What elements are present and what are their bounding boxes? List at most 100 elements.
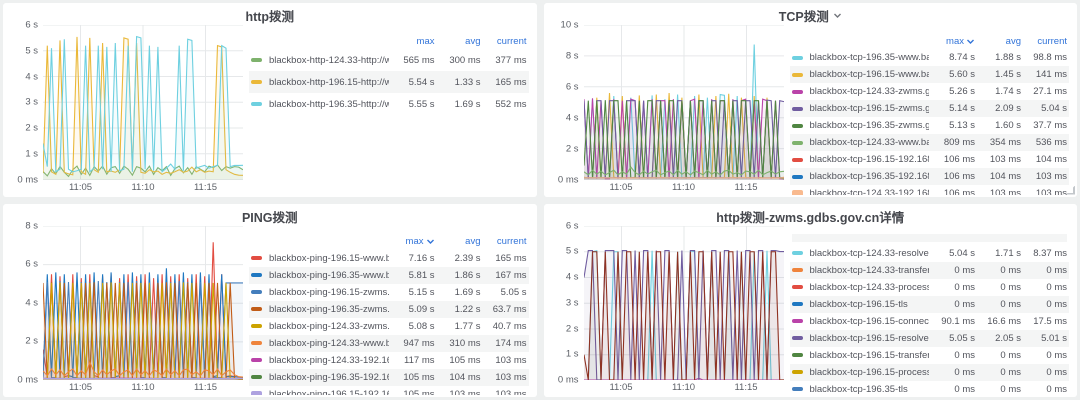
legend-column-header-avg[interactable]: avg — [975, 36, 1021, 47]
legend-row: blackbox-ping-124.33-zwms.gdbs.gov.cn 5.0… — [249, 318, 529, 335]
series-color-swatch[interactable] — [791, 336, 803, 340]
series-color-swatch[interactable] — [251, 358, 262, 362]
series-label[interactable]: blackbox-tcp-196.35-192.168.254.199:80 — [809, 171, 930, 182]
legend-row: blackbox-tcp-124.33-192.168.254.199:80 10… — [790, 185, 1070, 195]
series-label[interactable]: blackbox-ping-124.33-zwms.gdbs.gov.cn — [269, 320, 389, 332]
series-label[interactable]: blackbox-tcp-196.15-zwms.gdbs.gov.cn:443 — [809, 103, 930, 114]
legend-column-header-current[interactable]: current — [1021, 36, 1067, 47]
series-color-swatch[interactable] — [791, 55, 803, 60]
series-color-swatch[interactable] — [251, 58, 262, 62]
legend-column-header-max[interactable]: max — [389, 36, 435, 47]
series-color-swatch[interactable] — [791, 123, 803, 128]
plot-canvas[interactable] — [583, 25, 784, 180]
series-color-swatch[interactable] — [251, 273, 262, 277]
legend-column-header-avg[interactable]: avg — [435, 236, 480, 247]
series-color-swatch[interactable] — [791, 319, 803, 323]
series-label[interactable]: blackbox-ping-124.33-192.168.254.199 — [269, 354, 389, 366]
series-color-swatch[interactable] — [791, 302, 803, 306]
series-current-value: 103 ms — [1035, 171, 1067, 182]
series-max-value: 5.26 s — [949, 86, 975, 97]
series-label[interactable]: blackbox-tcp-196.15-www.baidu.com:80 — [809, 69, 930, 80]
plot-canvas[interactable] — [43, 226, 243, 381]
y-axis-tick-label: 0 ms — [557, 374, 579, 386]
series-color-swatch[interactable] — [791, 174, 803, 179]
plot-canvas[interactable] — [43, 25, 243, 180]
series-max-value: 5.05 s — [949, 332, 975, 344]
series-current-value: 103 ms — [495, 371, 527, 383]
series-label[interactable]: blackbox-tcp-124.33-resolve — [809, 247, 929, 259]
legend-row: blackbox-ping-196.35-www.baidu.com 5.81 s… — [249, 266, 529, 284]
panel-title[interactable]: http拨测-zwms.gdbs.gov.cn详情 — [716, 210, 905, 225]
series-color-swatch[interactable] — [251, 307, 262, 311]
series-color-swatch[interactable] — [791, 140, 803, 145]
legend-column-header-avg[interactable]: avg — [435, 36, 480, 47]
series-color-swatch[interactable] — [791, 353, 803, 357]
plot-area — [583, 25, 784, 180]
series-color-swatch[interactable] — [251, 390, 262, 395]
series-color-swatch[interactable] — [251, 290, 262, 294]
series-label[interactable]: blackbox-tcp-124.33-www.baidu.com:80 — [809, 137, 930, 148]
series-avg-value: 1.22 s — [454, 303, 481, 315]
series-label[interactable]: blackbox-ping-196.15-zwms.gdbs.gov.cn — [269, 286, 389, 298]
series-avg-value: 1.88 s — [995, 52, 1021, 63]
series-color-swatch[interactable] — [251, 341, 262, 345]
series-max-value: 0 ms — [954, 264, 975, 276]
y-axis-tick-label: 6 s — [25, 258, 38, 270]
series-color-swatch[interactable] — [791, 285, 803, 289]
series-current-value: 0 ms — [1046, 366, 1067, 378]
x-axis-tick-label: 11:15 — [734, 382, 758, 393]
series-color-swatch[interactable] — [791, 89, 803, 94]
panel-title[interactable]: PING拨测 — [241, 210, 298, 225]
series-label[interactable]: blackbox-tcp-196.15-tls — [809, 298, 908, 310]
series-color-swatch[interactable] — [791, 106, 803, 111]
legend-column-header-current[interactable]: current — [481, 36, 527, 47]
plot-area — [583, 226, 784, 381]
series-label[interactable]: blackbox-http-124.33-http://www.baidu.co… — [269, 54, 389, 66]
series-color-swatch[interactable] — [791, 72, 803, 77]
plot-canvas[interactable] — [583, 226, 784, 381]
series-label[interactable]: blackbox-ping-196.35-192.168.254.199 — [269, 371, 389, 383]
panel-title[interactable]: TCP拨测 — [778, 10, 829, 24]
panel-title[interactable]: http拨测 — [245, 10, 295, 24]
series-label[interactable]: blackbox-ping-196.35-www.baidu.com — [269, 269, 389, 281]
series-color-swatch[interactable] — [251, 324, 262, 328]
series-max-value: 0 ms — [954, 298, 975, 310]
series-label[interactable]: blackbox-ping-124.33-www.baidu.com — [269, 337, 389, 349]
legend-row: blackbox-ping-196.35-zwms.gdbs.gov.cn 5.0… — [249, 300, 529, 318]
series-color-swatch[interactable] — [251, 375, 262, 379]
series-label[interactable]: blackbox-tcp-124.33-transfer — [809, 264, 930, 276]
series-color-swatch[interactable] — [791, 190, 803, 195]
legend-header: max avg current — [790, 33, 1070, 49]
series-label[interactable]: blackbox-ping-196.15-www.baidu.com — [269, 252, 389, 264]
series-color-swatch[interactable] — [791, 251, 803, 255]
legend-column-label: current — [496, 35, 527, 47]
series-label[interactable]: blackbox-tcp-196.15-resolve — [809, 332, 929, 344]
series-label[interactable]: blackbox-tcp-196.15-192.168.254.199:80 — [809, 154, 930, 165]
series-color-swatch[interactable] — [791, 370, 803, 374]
series-label[interactable]: blackbox-tcp-196.15-transfer — [809, 349, 930, 361]
series-label[interactable]: blackbox-tcp-196.35-tls — [809, 383, 908, 395]
series-color-swatch[interactable] — [791, 268, 803, 272]
legend-column-header-max[interactable]: max — [929, 36, 975, 47]
series-label[interactable]: blackbox-http-196.15-http://www.baidu.co… — [269, 76, 389, 88]
legend-column-header-current[interactable]: current — [481, 236, 527, 247]
series-color-swatch[interactable] — [251, 102, 262, 106]
series-color-swatch[interactable] — [251, 256, 262, 260]
series-color-swatch[interactable] — [791, 157, 803, 162]
series-label[interactable]: blackbox-ping-196.15-192.168.254.199 — [269, 388, 389, 396]
series-label[interactable]: blackbox-tcp-196.15-processing — [809, 366, 930, 378]
series-label[interactable]: blackbox-ping-196.35-zwms.gdbs.gov.cn — [269, 303, 389, 315]
time-series-chart: 0 ms 2 s 4 s 6 s 8 s 11:05 11:10 11:15 — [11, 220, 243, 396]
series-label[interactable]: blackbox-http-196.35-http://www.baidu.co… — [269, 98, 389, 110]
series-label[interactable]: blackbox-tcp-124.33-192.168.254.199:80 — [809, 188, 930, 195]
series-label[interactable]: blackbox-tcp-196.35-www.baidu.com:80 — [809, 52, 930, 63]
legend-column-header-max[interactable]: max — [389, 236, 435, 247]
panel-resize-handle[interactable] — [1067, 187, 1076, 196]
series-label[interactable]: blackbox-tcp-196.15-connect — [809, 315, 930, 327]
series-color-swatch[interactable] — [791, 387, 803, 391]
series-color-swatch[interactable] — [251, 80, 262, 84]
series-label[interactable]: blackbox-tcp-124.33-zwms.gdbs.gov.cn:443 — [809, 86, 930, 97]
series-label[interactable]: blackbox-tcp-124.33-processing — [809, 281, 930, 293]
series-label[interactable]: blackbox-tcp-196.35-zwms.gdbs.gov.cn:443 — [809, 120, 930, 131]
series-max-value: 5.14 s — [949, 103, 975, 114]
